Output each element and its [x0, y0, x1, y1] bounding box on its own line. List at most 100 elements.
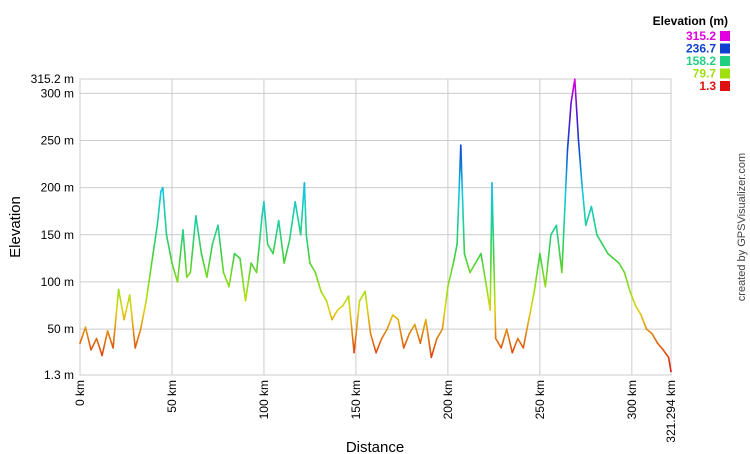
x-tick-label: 100 km [257, 380, 271, 419]
elevation-point [581, 186, 583, 189]
elevation-point [485, 285, 488, 288]
elevation-point [112, 347, 114, 349]
elevation-point [145, 299, 148, 302]
elevation-point [500, 347, 503, 349]
legend-swatch [720, 68, 730, 79]
legend-value: 158.2 [686, 54, 716, 68]
elevation-point [185, 276, 188, 279]
elevation-point [585, 224, 587, 227]
elevation-point [651, 332, 653, 335]
elevation-point [233, 252, 236, 255]
legend-swatch [720, 81, 730, 91]
legend-swatch [720, 31, 730, 41]
x-tick-label: 0 km [73, 380, 87, 406]
elevation-point [95, 337, 98, 340]
elevation-point [299, 233, 302, 236]
elevation-point [634, 304, 637, 307]
elevation-point [459, 144, 462, 146]
elevation-point [447, 285, 449, 288]
legend-value: 315.2 [686, 29, 716, 43]
elevation-point [106, 330, 109, 332]
legend-value: 1.3 [699, 79, 716, 93]
elevation-point [165, 233, 168, 236]
elevation-point [325, 299, 328, 302]
elevation-point [156, 224, 159, 227]
elevation-point [101, 354, 103, 357]
elevation-point [456, 243, 458, 246]
y-tick-label: 300 m [41, 86, 74, 100]
elevation-point [570, 101, 572, 104]
elevation-point [342, 304, 344, 307]
elevation-point [294, 200, 297, 203]
elevation-point [533, 290, 536, 293]
elevation-point [117, 288, 120, 291]
elevation-point [391, 314, 394, 316]
y-tick-label: 150 m [41, 228, 74, 242]
elevation-point [250, 262, 252, 264]
elevation-point [656, 342, 659, 345]
elevation-point [539, 252, 541, 255]
elevation-point [623, 271, 626, 274]
elevation-point [441, 328, 444, 330]
elevation-point [272, 252, 274, 255]
elevation-point [511, 351, 514, 354]
elevation-point [566, 149, 569, 151]
y-tick-label: 315.2 m [31, 72, 74, 86]
elevation-point [206, 276, 208, 279]
elevation-point [436, 337, 438, 340]
plot-area [80, 79, 671, 375]
legend-swatch [720, 43, 730, 54]
elevation-point [263, 200, 265, 203]
elevation-point [469, 271, 471, 274]
elevation-point [139, 328, 142, 330]
elevation-point [645, 328, 648, 330]
gridlines [79, 78, 672, 376]
elevation-point [430, 356, 433, 359]
elevation-point [217, 224, 219, 227]
elevation-point [550, 233, 552, 236]
elevation-point [670, 370, 672, 373]
legend-value: 236.7 [686, 42, 716, 56]
x-tick-label: 200 km [441, 380, 455, 419]
y-tick-label: 250 m [41, 133, 74, 147]
elevation-point [375, 351, 377, 354]
elevation-point [161, 186, 164, 189]
elevation-point [320, 290, 322, 293]
elevation-point [577, 139, 580, 142]
elevation-point [200, 252, 203, 255]
x-tick-label: 300 km [625, 380, 639, 419]
elevation-point [662, 349, 664, 351]
elevation-point [369, 332, 372, 335]
elevation-point [555, 224, 558, 227]
elevation-point [528, 318, 530, 321]
elevation-point [195, 215, 197, 217]
elevation-point [79, 342, 81, 345]
elevation-point [288, 238, 291, 241]
elevation-point [640, 314, 642, 316]
elevation-point [601, 243, 604, 246]
elevation-point [480, 252, 482, 255]
elevation-point [283, 262, 285, 264]
elevation-point [516, 337, 519, 340]
elevation-point [489, 309, 491, 312]
elevation-point [261, 215, 263, 217]
elevation-point [255, 271, 258, 274]
elevation-point [364, 290, 366, 293]
y-tick-label: 1.3 m [44, 368, 74, 382]
legend-title: Elevation (m) [653, 14, 728, 28]
axis-ticks: 1.3 m 50 m 100 m 150 m 200 m 250 m 300 m315.2 … [31, 72, 678, 443]
elevation-point [123, 318, 125, 321]
elevation-point [474, 262, 477, 264]
plot-frame [79, 78, 672, 376]
elevation-point [544, 285, 547, 288]
elevation-point [331, 318, 333, 321]
y-axis-title: Elevation [7, 196, 24, 258]
elevation-point [277, 219, 280, 222]
elevation-point [494, 337, 497, 340]
elevation-point [211, 243, 214, 246]
elevation-point [336, 309, 339, 312]
elevation-point [189, 271, 192, 274]
elevation-point [358, 299, 361, 302]
